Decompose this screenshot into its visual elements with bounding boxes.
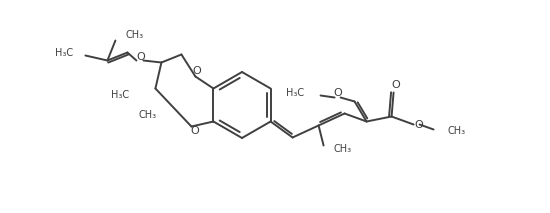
- Text: CH₃: CH₃: [334, 144, 351, 154]
- Text: O: O: [136, 52, 145, 62]
- Text: O: O: [333, 88, 342, 98]
- Text: CH₃: CH₃: [139, 111, 157, 121]
- Text: O: O: [391, 79, 400, 89]
- Text: H₃C: H₃C: [287, 88, 305, 98]
- Text: CH₃: CH₃: [448, 127, 466, 137]
- Text: O: O: [192, 66, 201, 76]
- Text: O: O: [190, 125, 199, 135]
- Text: H₃C: H₃C: [111, 89, 129, 99]
- Text: CH₃: CH₃: [125, 29, 144, 39]
- Text: H₃C: H₃C: [56, 49, 73, 59]
- Text: O: O: [414, 119, 423, 130]
